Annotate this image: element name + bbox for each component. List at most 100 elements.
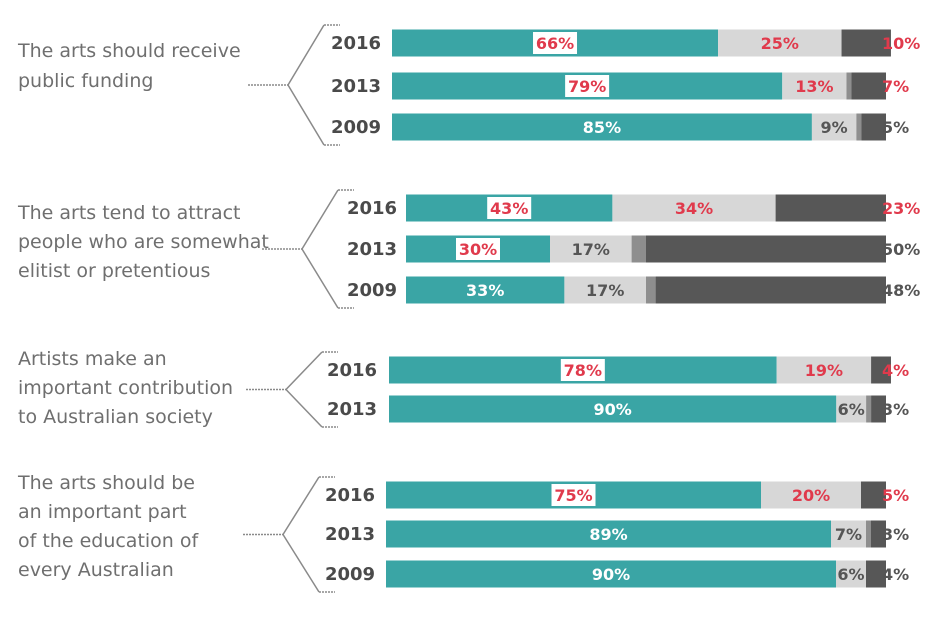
value-label-disagree: 3% [882,525,909,544]
value-label-agree: 89% [589,525,627,544]
bar-segment-disagree [861,481,886,509]
bar-segment-neutral [550,235,632,263]
statement-label-line: people who are somewhat [18,231,269,253]
value-label-agree: 33% [466,281,504,300]
bar-segment-unsure [856,113,862,141]
statement-label-line: The arts should be [17,472,195,494]
statement-label-line: an important part [18,501,187,523]
value-label-neutral: 17% [586,281,624,300]
value-label-agree: 90% [594,400,632,419]
year-label: 2009 [325,564,375,585]
statement-group: Artists make an important contribution to … [18,348,909,428]
label-background [456,238,500,260]
value-label-neutral: 34% [675,199,713,218]
bracket-arm-bottom [282,534,320,593]
bar-segment-agree [389,395,837,423]
bracket-arm-top [301,189,339,250]
value-label-agree: 75% [554,486,592,505]
value-label-agree: 43% [490,199,528,218]
bar-segment-disagree [841,29,891,57]
bar-segment-neutral [782,72,847,100]
bracket-arm-bottom [287,84,325,146]
year-label: 2013 [327,399,377,420]
statement-label-line: to Australian society [18,406,213,428]
bar-segment-unsure [631,235,646,263]
statement-group: The arts should be an important part of th… [17,472,909,593]
bar-segment-disagree [861,113,886,141]
statement-label-line: elitist or pretentious [18,260,210,282]
statement-label-line: The arts tend to attract [17,202,241,224]
year-label: 2016 [327,360,377,381]
year-label: 2009 [347,280,397,301]
bar-segment-disagree [871,520,886,548]
value-label-neutral: 13% [795,77,833,96]
bar-segment-neutral [718,29,842,57]
bar-segment-neutral [564,276,646,304]
bar-segment-disagree [871,356,891,384]
value-label-neutral: 17% [572,240,610,259]
bar-segment-unsure [646,276,656,304]
bracket-arm-top [285,351,323,391]
bracket-arm-bottom [285,388,323,428]
value-label-neutral: 6% [838,400,865,419]
bar-segment-disagree [655,276,886,304]
bar-segment-neutral [831,520,866,548]
bar-segment-disagree [775,194,886,222]
value-label-agree: 30% [459,240,497,259]
year-label: 2016 [331,33,381,54]
value-label-disagree: 5% [882,118,909,137]
year-label: 2016 [347,198,397,219]
statement-label-line: important contribution [18,377,233,399]
statement-group: The arts tend to attract people who are s… [17,189,920,309]
bar-segment-agree [406,276,565,304]
value-label-agree: 90% [592,565,630,584]
bar-segment-unsure [866,395,872,423]
year-label: 2016 [325,485,375,506]
value-label-disagree: 7% [882,77,909,96]
value-label-neutral: 19% [805,361,843,380]
value-label-agree: 79% [568,77,606,96]
bar-segment-neutral [811,113,857,141]
value-label-disagree: 23% [882,199,920,218]
value-label-neutral: 7% [835,525,862,544]
bar-segment-neutral [612,194,776,222]
bar-segment-disagree [871,395,886,423]
year-label: 2013 [325,524,375,545]
bar-segment-disagree [866,560,886,588]
value-label-agree: 85% [583,118,621,137]
value-label-disagree: 10% [882,34,920,53]
statement-label-line: Artists make an [18,348,167,370]
label-background [533,32,578,54]
value-label-agree: 78% [564,361,602,380]
bar-segment-agree [392,113,812,141]
value-label-neutral: 9% [821,118,848,137]
label-background [551,484,596,506]
value-label-disagree: 5% [882,486,909,505]
bar-segment-neutral [776,356,872,384]
bar-segment-agree [386,560,836,588]
statement-label-line: The arts should receive [17,40,241,62]
value-label-disagree: 48% [882,281,920,300]
value-label-neutral: 6% [837,565,864,584]
bracket-arm-top [282,476,320,535]
value-label-disagree: 3% [882,400,909,419]
value-label-disagree: 4% [882,565,909,584]
label-background [560,359,605,381]
value-label-agree: 66% [536,34,574,53]
statement-label-line: of the education of [18,530,200,552]
bar-segment-neutral [836,560,866,588]
value-label-neutral: 25% [761,34,799,53]
bracket-arm-bottom [301,248,339,309]
bar-segment-unsure [866,520,871,548]
value-label-neutral: 20% [792,486,830,505]
year-label: 2013 [347,239,397,260]
bar-segment-disagree [646,235,886,263]
bar-segment-neutral [761,481,861,509]
year-label: 2009 [331,117,381,138]
statement-label-line: public funding [18,70,153,92]
bar-segment-neutral [836,395,867,423]
year-label: 2013 [331,76,381,97]
value-label-disagree: 4% [882,361,909,380]
bar-segment-unsure [846,72,852,100]
